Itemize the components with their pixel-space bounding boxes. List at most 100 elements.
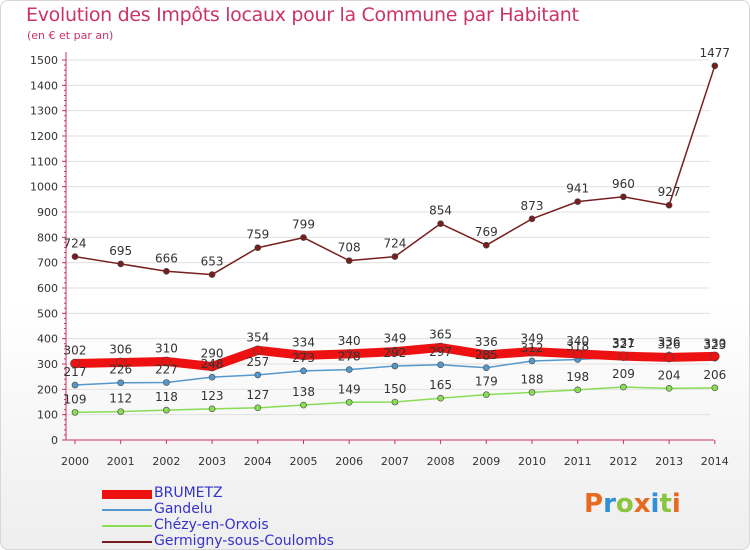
- data-point: [528, 357, 536, 365]
- data-label: 127: [246, 388, 269, 402]
- data-point: [528, 389, 536, 396]
- y-tick-label: 1000: [30, 181, 58, 194]
- data-label: 149: [338, 382, 361, 396]
- logo-letter: r: [603, 489, 616, 519]
- data-point: [665, 201, 673, 209]
- data-label: 354: [246, 330, 269, 344]
- data-point: [390, 346, 400, 357]
- data-label: 340: [338, 334, 361, 348]
- data-label: 330: [703, 336, 726, 350]
- data-point: [345, 257, 353, 264]
- x-tick-label: 2003: [198, 455, 226, 468]
- x-tick-label: 2000: [61, 455, 89, 468]
- data-point: [664, 352, 674, 363]
- y-tick-label: 1200: [30, 130, 58, 143]
- data-label: 854: [429, 204, 452, 218]
- legend-item: BRUMETZ: [102, 485, 362, 502]
- proxiti-logo: Proxiti: [584, 489, 681, 519]
- data-label: 188: [521, 372, 544, 386]
- x-tick-label: 2010: [518, 455, 546, 468]
- data-point: [207, 361, 217, 372]
- x-tick-label: 2013: [655, 455, 683, 468]
- x-tick-label: 2005: [290, 455, 318, 468]
- data-label: 290: [201, 347, 224, 361]
- y-tick-label: 1300: [30, 105, 58, 118]
- data-label: 227: [155, 362, 178, 376]
- y-tick-label: 600: [37, 282, 58, 295]
- data-label: 336: [475, 335, 498, 349]
- data-label: 123: [201, 389, 224, 403]
- data-label: 695: [109, 244, 132, 258]
- x-tick-label: 2009: [472, 455, 500, 468]
- data-label: 206: [703, 368, 726, 382]
- y-tick-label: 400: [37, 333, 58, 346]
- legend-item: Gandelu: [102, 501, 362, 518]
- y-tick-label: 1400: [30, 79, 58, 92]
- x-tick-label: 2014: [701, 455, 729, 468]
- data-point: [252, 345, 263, 356]
- data-point: [300, 234, 307, 241]
- data-label: 759: [246, 228, 269, 242]
- data-label: 769: [475, 225, 498, 239]
- data-point: [618, 351, 629, 361]
- data-point: [711, 62, 719, 70]
- chart-title: Evolution des Impôts locaux pour la Comm…: [26, 4, 579, 26]
- logo-letter: P: [584, 489, 604, 519]
- x-tick-label: 2002: [152, 455, 180, 468]
- data-label: 138: [292, 385, 315, 399]
- data-point: [208, 271, 216, 278]
- data-label: 310: [155, 341, 178, 355]
- data-point: [345, 366, 353, 373]
- data-label: 292: [383, 346, 406, 360]
- x-tick-label: 2011: [564, 455, 592, 468]
- data-point: [709, 351, 720, 362]
- data-point: [254, 404, 262, 412]
- legend-swatch: [102, 525, 152, 527]
- data-label: 724: [383, 237, 406, 251]
- data-label: 724: [64, 237, 87, 251]
- data-label: 297: [429, 345, 452, 359]
- data-label: 318: [566, 339, 589, 353]
- data-point: [620, 383, 627, 391]
- data-point: [208, 405, 216, 413]
- data-point: [161, 356, 172, 367]
- data-point: [163, 406, 170, 414]
- data-label: 209: [612, 367, 635, 381]
- data-point: [574, 386, 582, 394]
- legend-item: Germigny-sous-Coulombs: [102, 533, 362, 550]
- legend-swatch: [102, 509, 152, 511]
- data-label: 198: [566, 370, 589, 384]
- data-point: [437, 361, 444, 369]
- data-point: [298, 350, 309, 361]
- data-label: 941: [566, 182, 589, 196]
- data-label: 666: [155, 251, 178, 265]
- y-tick-label: 200: [37, 383, 58, 396]
- data-point: [300, 367, 307, 375]
- data-label: 285: [475, 348, 498, 362]
- data-point: [70, 358, 80, 369]
- data-label: 336: [658, 335, 681, 349]
- data-label: 873: [521, 199, 544, 213]
- data-point: [435, 342, 446, 353]
- data-label: 257: [246, 355, 269, 369]
- data-point: [482, 391, 490, 398]
- data-point: [574, 198, 582, 205]
- x-tick-label: 2007: [381, 455, 409, 468]
- data-label: 327: [612, 337, 635, 351]
- data-point: [71, 381, 79, 389]
- y-tick-label: 700: [37, 257, 58, 270]
- chart-legend: BRUMETZ Gandelu Chézy-en-Orxois Germigny-so…: [102, 485, 362, 550]
- data-label: 326: [658, 337, 681, 351]
- data-label: 118: [155, 390, 178, 404]
- data-label: 112: [109, 392, 132, 406]
- x-tick-label: 2008: [427, 455, 455, 468]
- data-point: [208, 373, 216, 381]
- data-label: 150: [383, 382, 406, 396]
- logo-letter: i: [650, 489, 660, 519]
- data-point: [391, 398, 399, 406]
- legend-item: Chézy-en-Orxois: [102, 517, 362, 534]
- logo-letter: t: [659, 489, 672, 519]
- data-point: [254, 244, 262, 252]
